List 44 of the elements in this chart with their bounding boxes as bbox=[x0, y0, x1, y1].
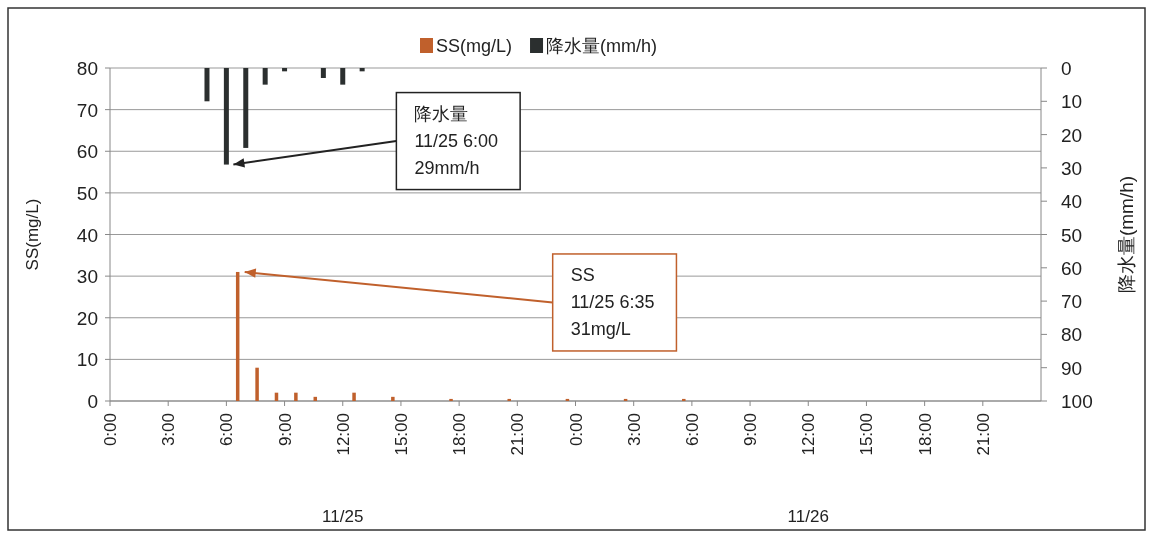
y2-tick-label: 50 bbox=[1061, 224, 1083, 246]
y-tick-label: 20 bbox=[76, 307, 98, 329]
y2-tick-label: 0 bbox=[1061, 58, 1072, 79]
y2-tick-label: 60 bbox=[1061, 257, 1083, 279]
y-axis-title: SS(mg/L) bbox=[23, 198, 42, 271]
text: 11/25 bbox=[322, 507, 364, 526]
y-tick-label: 80 bbox=[76, 58, 98, 79]
y2-tick-label: 100 bbox=[1061, 391, 1093, 412]
x-tick-label: 6:00 bbox=[217, 413, 237, 447]
y2-tick-label: 70 bbox=[1061, 291, 1083, 313]
x-tick-label: 18:00 bbox=[450, 413, 470, 456]
y-tick-label: 10 bbox=[76, 349, 98, 371]
x-tick-label: 0:00 bbox=[566, 413, 586, 447]
x-tick-label: 21:00 bbox=[973, 413, 993, 456]
y-tick-label: 70 bbox=[76, 99, 98, 121]
x-tick-label: 9:00 bbox=[275, 413, 295, 447]
y2-tick-label: 80 bbox=[1061, 324, 1083, 346]
x-tick-label: 12:00 bbox=[333, 413, 353, 456]
legend-label: SS(mg/L) bbox=[436, 36, 513, 56]
y2-tick-label: 20 bbox=[1061, 124, 1083, 146]
y-tick-label: 40 bbox=[76, 224, 98, 246]
annotation: 降水量 11/25 6:00 29mm/h bbox=[414, 103, 499, 178]
annotation: SS 11/25 6:35 31mg/L bbox=[570, 264, 655, 339]
y2-tick-label: 30 bbox=[1061, 157, 1083, 179]
x-tick-label: 18:00 bbox=[915, 413, 935, 456]
y2-tick-label: 10 bbox=[1061, 91, 1083, 113]
legend-label: 降水量(mm/h) bbox=[546, 36, 658, 56]
x-tick-label: 15:00 bbox=[391, 413, 411, 456]
y2-axis-title: 降水量(mm/h) bbox=[1116, 175, 1137, 294]
y2-tick-label: 90 bbox=[1061, 357, 1083, 379]
x-tick-label: 15:00 bbox=[857, 413, 877, 456]
x-tick-label: 0:00 bbox=[101, 413, 120, 447]
y-tick-label: 50 bbox=[76, 182, 98, 204]
y-tick-label: 60 bbox=[76, 141, 98, 163]
x-tick-label: 3:00 bbox=[624, 413, 644, 447]
y-tick-label: 0 bbox=[87, 391, 98, 412]
x-tick-label: 6:00 bbox=[682, 413, 702, 447]
x-tick-label: 21:00 bbox=[508, 413, 528, 456]
x-tick-label: 3:00 bbox=[159, 413, 179, 447]
y-tick-label: 30 bbox=[76, 266, 98, 288]
x-tick-label: 9:00 bbox=[741, 413, 761, 447]
text: 11/26 bbox=[787, 507, 829, 526]
y2-tick-label: 40 bbox=[1061, 191, 1083, 213]
x-tick-label: 12:00 bbox=[799, 413, 819, 456]
